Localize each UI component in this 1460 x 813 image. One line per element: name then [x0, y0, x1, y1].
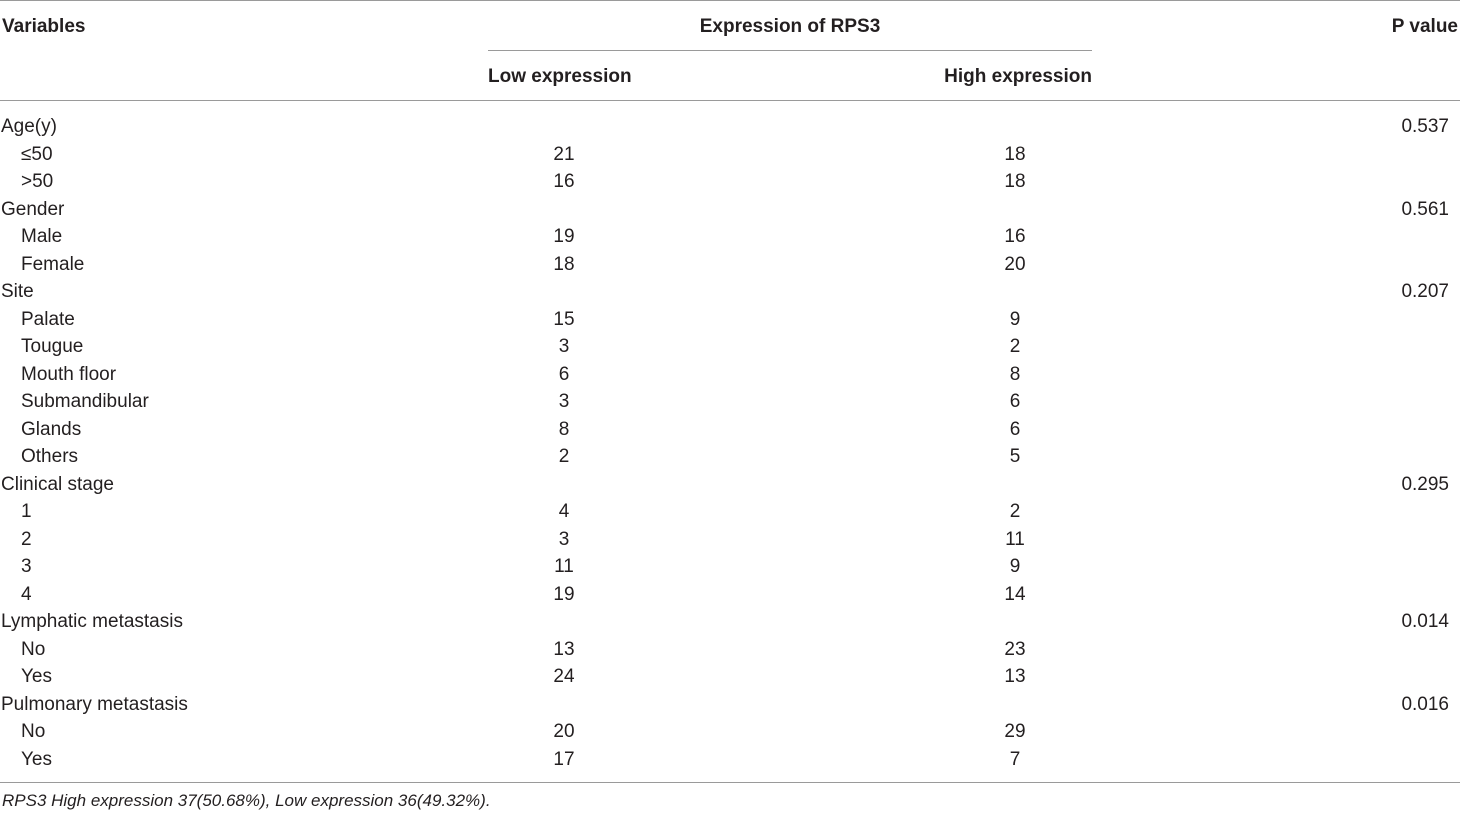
header-variables: Variables [2, 16, 86, 37]
cell-high-expression: 6 [1009, 418, 1021, 440]
row-label: 3 [21, 556, 32, 577]
cell-low-expression: 24 [553, 666, 575, 687]
cell-p-value: 0.207 [1401, 281, 1449, 302]
cell-low-expression: 15 [553, 308, 575, 330]
cell-high-expression: 16 [1004, 226, 1026, 247]
cell-p-value: 0.537 [1401, 116, 1449, 137]
cell-high-expression: 9 [1009, 308, 1021, 330]
table-bottom-rule [0, 782, 1460, 783]
cell-low-expression: 3 [558, 528, 570, 550]
cell-high-expression: 8 [1009, 363, 1021, 385]
row-label: Age(y) [1, 116, 57, 137]
cell-high-expression: 13 [1004, 666, 1026, 687]
cell-low-expression: 4 [558, 501, 570, 522]
row-label: Yes [21, 666, 52, 687]
cell-high-expression: 23 [1004, 638, 1026, 660]
row-label: Female [21, 253, 85, 275]
row-label: Pulmonary metastasis [1, 693, 188, 715]
row-label: Clinical stage [1, 473, 114, 495]
row-label: Yes [21, 748, 52, 770]
table-top-rule [0, 0, 1460, 1]
cell-low-expression: 20 [553, 721, 575, 742]
cell-high-expression: 6 [1009, 391, 1021, 412]
cell-p-value: 0.014 [1401, 611, 1449, 632]
cell-high-expression: 20 [1004, 253, 1026, 275]
cell-low-expression: 13 [553, 638, 575, 660]
header-high: High expression [944, 66, 1092, 87]
row-label: Palate [21, 308, 75, 330]
cell-high-expression: 18 [1004, 143, 1026, 165]
row-label: Lymphatic metastasis [1, 611, 183, 632]
cell-low-expression: 21 [553, 143, 575, 165]
cell-high-expression: 29 [1004, 721, 1026, 742]
cell-low-expression: 18 [553, 253, 575, 275]
cell-p-value: 0.295 [1401, 473, 1449, 495]
cell-low-expression: 19 [553, 226, 575, 247]
cell-low-expression: 6 [558, 363, 570, 385]
row-label: 4 [21, 583, 32, 605]
cell-low-expression: 8 [558, 418, 570, 440]
cell-high-expression: 5 [1009, 446, 1021, 467]
row-label: >50 [21, 171, 54, 192]
row-label: Others [21, 446, 79, 467]
row-label: Male [21, 226, 63, 247]
cell-high-expression: 7 [1009, 748, 1021, 770]
cell-low-expression: 3 [558, 391, 570, 412]
cell-p-value: 0.561 [1401, 198, 1449, 220]
row-label: Tougue [21, 336, 84, 357]
row-label: Site [1, 281, 34, 302]
table-footnote: RPS3 High expression 37(50.68%), Low exp… [2, 791, 491, 810]
cell-p-value: 0.016 [1401, 693, 1449, 715]
cell-high-expression: 11 [1005, 528, 1025, 550]
cell-high-expression: 2 [1009, 336, 1021, 357]
cell-low-expression: 16 [553, 171, 575, 192]
header-bottom-rule [0, 100, 1460, 101]
cell-high-expression: 2 [1009, 501, 1021, 522]
row-label: Submandibular [21, 391, 149, 412]
row-label: Gender [1, 198, 65, 220]
cell-high-expression: 14 [1004, 583, 1026, 605]
row-label: 1 [21, 501, 32, 522]
row-label: ≤50 [21, 143, 53, 165]
cell-low-expression: 17 [553, 748, 575, 770]
cell-low-expression: 2 [558, 446, 570, 467]
row-label: No [21, 638, 46, 660]
cell-low-expression: 11 [554, 556, 574, 577]
cell-low-expression: 3 [558, 336, 570, 357]
cell-low-expression: 19 [553, 583, 575, 605]
group-rule [488, 50, 1092, 51]
header-p-value: P value [1391, 16, 1458, 37]
cell-high-expression: 9 [1009, 556, 1021, 577]
row-label: Glands [21, 418, 82, 440]
row-label: Mouth floor [21, 363, 117, 385]
cell-high-expression: 18 [1004, 171, 1026, 192]
row-label: 2 [21, 528, 32, 550]
header-low: Low expression [488, 66, 632, 87]
header-group: Expression of RPS3 [699, 16, 881, 37]
row-label: No [21, 721, 46, 742]
